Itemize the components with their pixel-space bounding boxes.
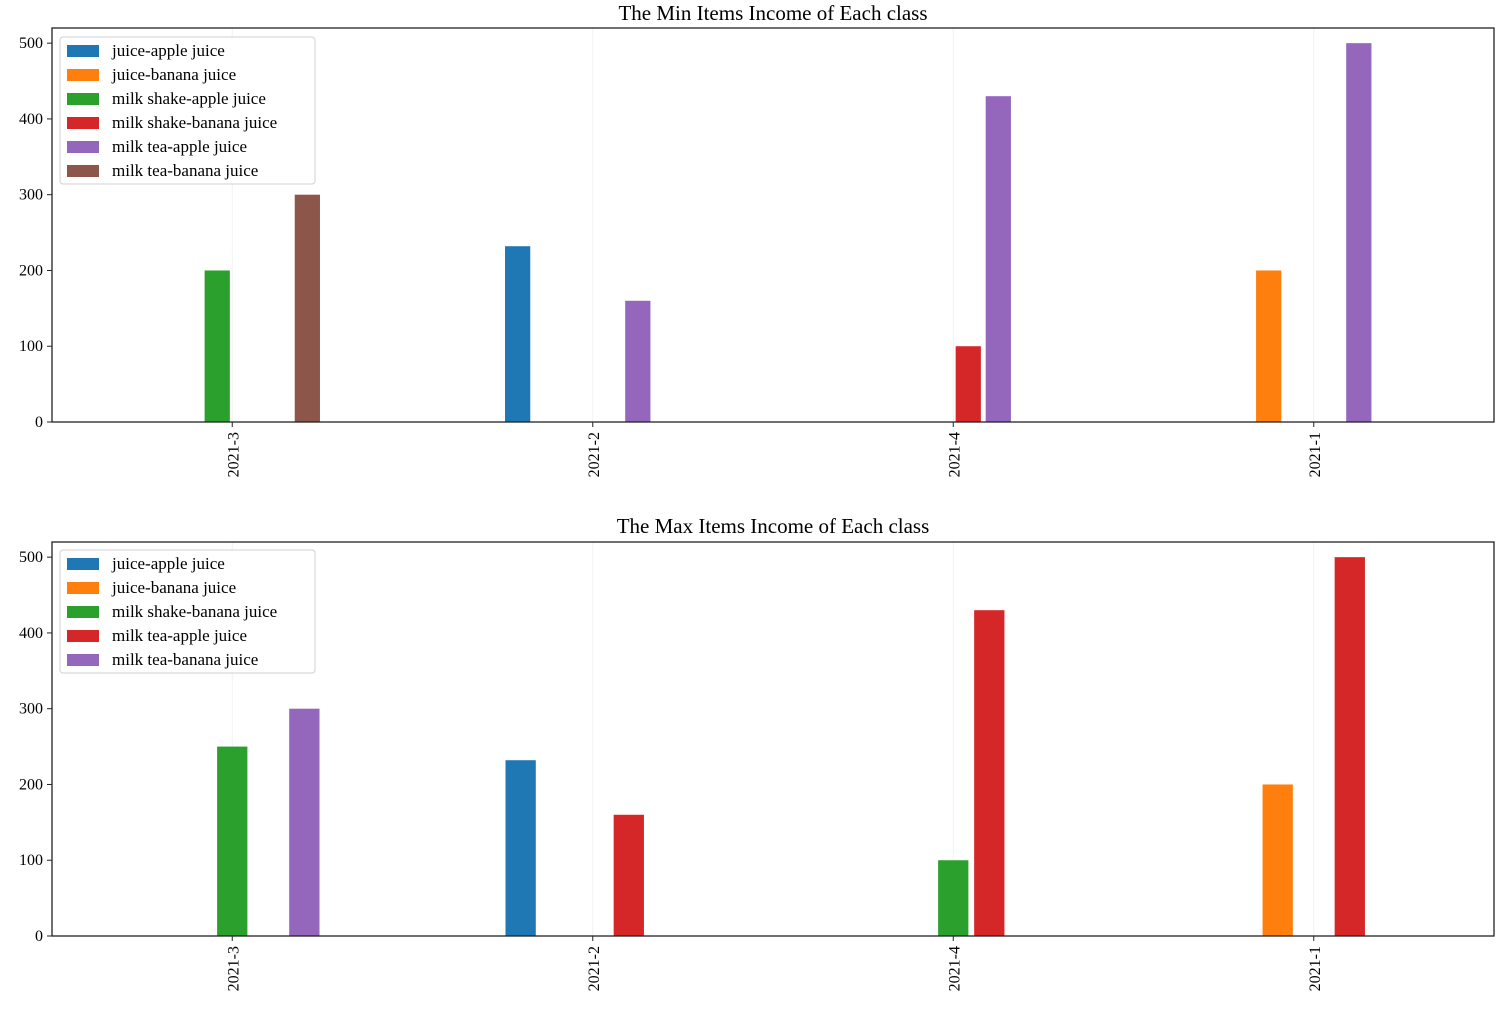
bar-milk-tea-apple-juice-2021-2 [625, 300, 651, 422]
y-tick-label: 200 [19, 776, 43, 793]
legend-label: juice-apple juice [111, 41, 225, 60]
bar-milk-tea-banana-juice-2021-3 [289, 708, 320, 936]
legend-swatch [67, 69, 99, 81]
bar-milk-tea-banana-juice-2021-3 [294, 194, 320, 422]
bar-milk-shake-banana-juice-2021-4 [938, 860, 969, 936]
x-tick-label: 2021-4 [946, 946, 963, 991]
y-tick-label: 500 [19, 35, 43, 52]
y-tick-label: 400 [19, 111, 43, 128]
legend-label: milk tea-banana juice [112, 161, 258, 180]
x-tick-label: 2021-3 [225, 946, 242, 991]
legend-swatch [67, 117, 99, 129]
y-tick-label: 500 [19, 549, 43, 566]
y-tick-label: 100 [19, 852, 43, 869]
x-tick-label: 2021-1 [1307, 946, 1324, 991]
legend-box [59, 36, 316, 185]
bar-juice-apple-juice-2021-2 [505, 760, 536, 936]
bar-milk-shake-banana-juice-2021-3 [217, 746, 248, 936]
legend-box [59, 549, 316, 674]
legend: juice-apple juice juice-banana juice milk … [59, 549, 316, 674]
x-tick-label: 2021-4 [946, 432, 963, 477]
y-tick-label: 200 [19, 262, 43, 279]
y-tick-label: 300 [19, 187, 43, 204]
y-tick-label: 300 [19, 701, 43, 718]
legend-label: juice-apple juice [111, 554, 225, 573]
legend-label: juice-banana juice [111, 65, 236, 84]
x-tick-label: 2021-2 [586, 946, 603, 991]
legend-label: milk tea-banana juice [112, 650, 258, 669]
legend-label: milk shake-banana juice [112, 113, 277, 132]
chart-2: The Max Items Income of Each class 0 100 20… [19, 514, 1495, 991]
legend: juice-apple juice juice-banana juice milk … [59, 36, 316, 185]
legend-swatch [67, 606, 99, 618]
legend-swatch [67, 45, 99, 57]
bar-milk-tea-apple-juice-2021-1 [1346, 43, 1372, 423]
x-tick-label: 2021-1 [1307, 432, 1324, 477]
legend-label: milk tea-apple juice [112, 626, 247, 645]
legend-label: juice-banana juice [111, 578, 236, 597]
chart-1: The Min Items Income of Each class 0 100 20… [19, 1, 1495, 477]
bar-milk-tea-apple-juice-2021-4 [985, 96, 1011, 422]
y-tick-label: 0 [35, 414, 43, 431]
legend-label: milk shake-banana juice [112, 602, 277, 621]
legend-label: milk tea-apple juice [112, 137, 247, 156]
legend-label: milk shake-apple juice [112, 89, 266, 108]
chart-title: The Min Items Income of Each class [618, 1, 927, 25]
legend-swatch [67, 141, 99, 153]
x-tick-label: 2021-3 [225, 432, 242, 477]
legend-swatch [67, 582, 99, 594]
bar-milk-tea-apple-juice-2021-4 [974, 610, 1005, 936]
legend-swatch [67, 630, 99, 642]
legend-swatch [67, 93, 99, 105]
chart-title: The Max Items Income of Each class [617, 514, 930, 538]
bar-juice-banana-juice-2021-1 [1256, 270, 1282, 422]
plot-frame [51, 541, 1495, 937]
y-tick-label: 0 [35, 928, 43, 945]
bar-juice-banana-juice-2021-1 [1262, 784, 1293, 936]
bar-milk-tea-apple-juice-2021-1 [1334, 557, 1365, 936]
bar-juice-apple-juice-2021-2 [505, 246, 531, 422]
legend-swatch [67, 654, 99, 666]
y-tick-label: 400 [19, 625, 43, 642]
legend-swatch [67, 165, 99, 177]
y-tick-label: 100 [19, 338, 43, 355]
legend-swatch [67, 558, 99, 570]
bar-milk-shake-apple-juice-2021-3 [204, 270, 230, 422]
bar-milk-shake-banana-juice-2021-4 [955, 346, 981, 422]
plot-frame [51, 27, 1495, 423]
x-tick-label: 2021-2 [586, 432, 603, 477]
bar-milk-tea-apple-juice-2021-2 [613, 814, 644, 936]
